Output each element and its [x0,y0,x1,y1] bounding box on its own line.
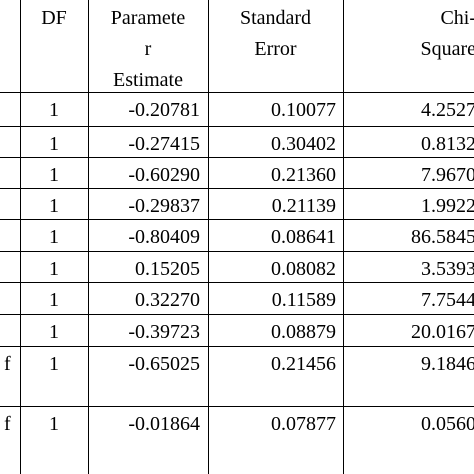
column-border [20,0,21,474]
header-cell: Error [254,38,297,60]
cell: 1 [49,226,59,248]
cell: 4.2527 [421,99,474,121]
cell: 0.0560 [421,413,474,435]
column-border [208,0,209,474]
row-border [0,282,474,283]
cell: 0.07877 [271,413,336,435]
cell: -0.80409 [128,226,200,248]
header-cell: Standard [239,7,312,29]
cell: 0.30402 [271,133,336,155]
row-border [0,157,474,158]
cell: 0.08879 [271,321,336,343]
cell: 1 [49,133,59,155]
row-border [0,126,474,127]
cell: 1 [49,353,59,375]
cell: 7.7544 [421,289,474,311]
cell: 86.5845 [411,226,474,248]
cell: 1 [49,258,59,280]
cell: 1 [49,99,59,121]
cell: 7.9670 [421,164,474,186]
header-cell: Chi- [440,7,474,29]
header-cell: r [144,38,152,60]
row-border [0,251,474,252]
cell: 1 [49,413,59,435]
cell: 0.10077 [271,99,336,121]
cell: 1 [49,195,59,217]
cell: 20.0167 [411,321,474,343]
cell: 1 [49,321,59,343]
row-border [0,406,474,407]
cell: 9.1846 [421,353,474,375]
cell: 0.08641 [271,226,336,248]
cell: 1 [49,164,59,186]
cell: -0.60290 [128,164,200,186]
cell: -0.27415 [128,133,200,155]
row-border [0,314,474,315]
header-cell: Paramete [110,7,186,29]
cell: 0.21360 [271,164,336,186]
cell: -0.29837 [128,195,200,217]
row-border [0,92,474,93]
cell: f [4,353,11,375]
cell: 0.08082 [271,258,336,280]
cell: 1 [49,289,59,311]
row-border [0,219,474,220]
cell: 0.21456 [271,353,336,375]
row-border [0,346,474,347]
cell: -0.65025 [128,353,200,375]
cell: -0.20781 [128,99,200,121]
cell: -0.01864 [128,413,200,435]
cell: 3.5393 [421,258,474,280]
cell: 0.8132 [421,133,474,155]
header-cell: Estimate [113,69,183,91]
column-border [343,0,344,474]
cell: -0.39723 [128,321,200,343]
header-cell: DF [41,7,67,29]
cell: 0.11589 [271,289,336,311]
cell: 1.9922 [421,195,474,217]
row-border [0,188,474,189]
cell: f [4,413,11,435]
header-cell: Square [420,38,474,60]
column-border [88,0,89,474]
cell: 0.15205 [135,258,200,280]
cell: 0.21139 [271,195,336,217]
cell: 0.32270 [135,289,200,311]
